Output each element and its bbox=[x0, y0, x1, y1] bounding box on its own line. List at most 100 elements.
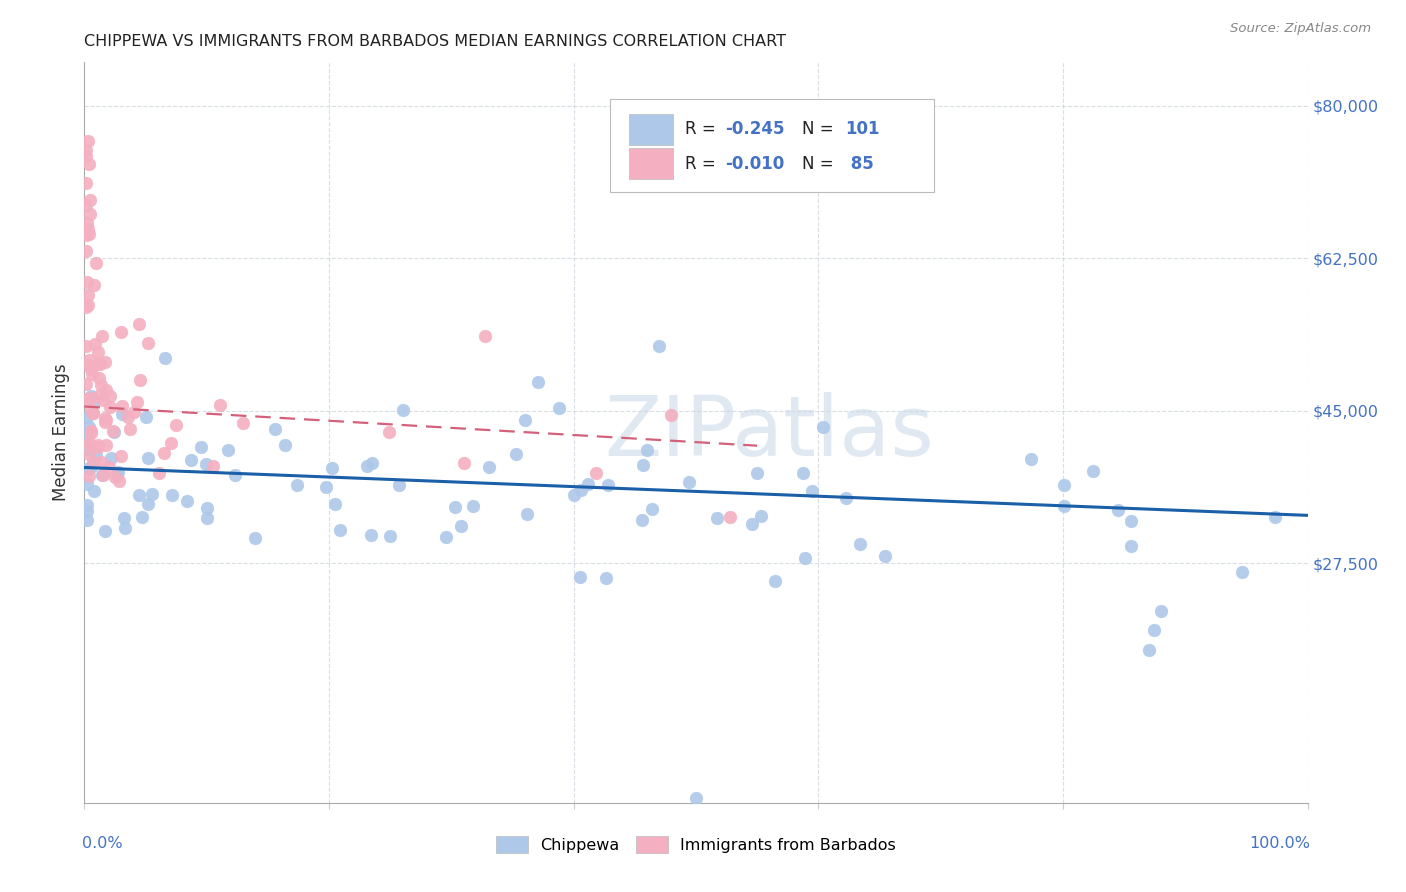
Point bbox=[811, 419, 834, 434]
Point bbox=[195, 510, 218, 524]
Point bbox=[659, 408, 682, 422]
Point bbox=[75, 143, 97, 157]
Point bbox=[75, 149, 97, 163]
Point bbox=[516, 507, 538, 521]
Point bbox=[461, 499, 484, 513]
Point bbox=[111, 399, 134, 413]
Point bbox=[232, 416, 254, 430]
Point bbox=[76, 216, 98, 230]
Point bbox=[1081, 464, 1104, 478]
Point bbox=[110, 325, 132, 339]
Point bbox=[75, 392, 97, 407]
Point bbox=[135, 410, 157, 425]
Point bbox=[101, 424, 124, 438]
Text: -0.245: -0.245 bbox=[725, 120, 785, 138]
Point bbox=[323, 497, 346, 511]
Point bbox=[849, 537, 872, 551]
Point bbox=[76, 462, 98, 476]
Point bbox=[1232, 566, 1254, 580]
Point bbox=[77, 358, 100, 372]
Point bbox=[224, 468, 246, 483]
Point bbox=[749, 508, 772, 523]
Point bbox=[90, 455, 112, 469]
Point bbox=[515, 412, 537, 426]
Point bbox=[98, 400, 121, 414]
Point bbox=[96, 384, 118, 398]
Point bbox=[76, 410, 98, 425]
Point bbox=[274, 438, 297, 452]
Text: 0.0%: 0.0% bbox=[82, 836, 122, 851]
Point bbox=[83, 484, 105, 499]
Point bbox=[745, 467, 768, 481]
Point bbox=[80, 391, 103, 405]
Point bbox=[243, 532, 266, 546]
Point bbox=[82, 405, 104, 419]
Point bbox=[1264, 509, 1286, 524]
Point bbox=[89, 356, 111, 370]
Point bbox=[84, 256, 107, 270]
Point bbox=[89, 357, 111, 371]
Point bbox=[77, 288, 100, 302]
Point bbox=[77, 222, 100, 236]
Point bbox=[83, 278, 105, 293]
Point bbox=[100, 451, 122, 466]
Point bbox=[79, 207, 101, 221]
Point bbox=[160, 435, 183, 450]
Text: -0.010: -0.010 bbox=[725, 155, 785, 173]
Point bbox=[89, 388, 111, 402]
Text: 100.0%: 100.0% bbox=[1249, 836, 1310, 851]
Point bbox=[1137, 643, 1160, 657]
Point bbox=[127, 394, 149, 409]
Point bbox=[90, 378, 112, 392]
Point bbox=[153, 446, 176, 460]
Point bbox=[75, 376, 97, 391]
Point bbox=[208, 399, 231, 413]
Point bbox=[76, 134, 98, 148]
Point bbox=[392, 403, 415, 417]
Point bbox=[80, 460, 103, 475]
Point bbox=[165, 417, 187, 432]
Point bbox=[87, 438, 110, 452]
Point bbox=[91, 467, 114, 482]
Point bbox=[94, 524, 117, 538]
Point bbox=[128, 488, 150, 502]
Point bbox=[478, 459, 501, 474]
Point bbox=[793, 551, 815, 566]
Point bbox=[104, 470, 127, 484]
Point bbox=[1121, 514, 1143, 528]
Point bbox=[792, 466, 814, 480]
Point bbox=[80, 403, 103, 417]
Text: 85: 85 bbox=[845, 155, 875, 173]
Point bbox=[360, 457, 382, 471]
Point bbox=[1121, 539, 1143, 553]
Text: N =: N = bbox=[803, 155, 839, 173]
Point bbox=[77, 353, 100, 368]
Point bbox=[76, 275, 98, 289]
Point bbox=[678, 475, 700, 490]
Point bbox=[76, 504, 98, 518]
Point bbox=[1052, 500, 1074, 514]
Text: ZIPatlas: ZIPatlas bbox=[605, 392, 935, 473]
Point bbox=[640, 501, 662, 516]
Point bbox=[162, 488, 184, 502]
Point bbox=[195, 500, 218, 515]
Point bbox=[87, 440, 110, 454]
Point bbox=[84, 448, 107, 462]
Point bbox=[83, 337, 105, 351]
Point bbox=[329, 524, 352, 538]
Point bbox=[103, 425, 125, 439]
Point bbox=[80, 425, 103, 440]
Point bbox=[91, 393, 114, 408]
Point bbox=[1053, 477, 1076, 491]
Point bbox=[75, 198, 97, 212]
Point bbox=[108, 475, 131, 489]
Point bbox=[79, 193, 101, 207]
Point bbox=[77, 420, 100, 434]
Point bbox=[450, 519, 472, 533]
Point bbox=[138, 497, 160, 511]
Point bbox=[741, 517, 763, 532]
Point bbox=[110, 449, 132, 463]
Point bbox=[76, 442, 98, 456]
Point bbox=[76, 477, 98, 491]
Point bbox=[76, 498, 98, 512]
